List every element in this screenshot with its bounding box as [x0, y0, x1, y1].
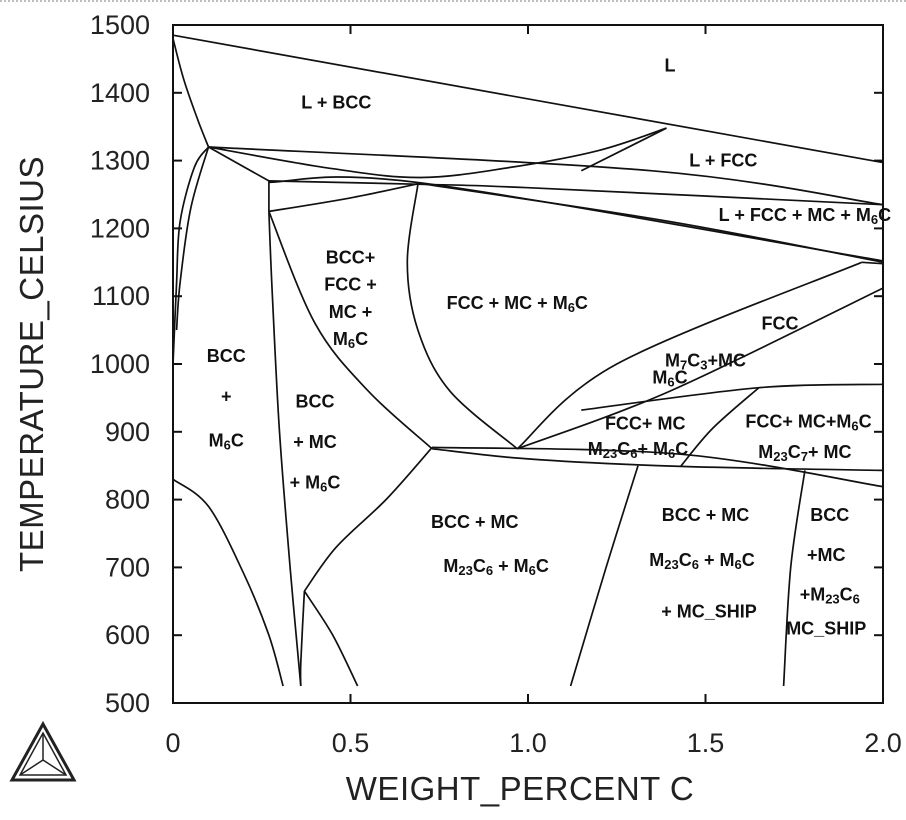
- phase-region-label: + M6C: [290, 473, 341, 495]
- y-tick-label: 1200: [90, 213, 150, 243]
- x-tick-label: 1.0: [509, 728, 547, 758]
- y-tick-label: 900: [105, 417, 150, 447]
- phase-boundary-line: [268, 211, 302, 687]
- phase-boundary-line: [303, 446, 433, 592]
- phase-boundary-line: [679, 387, 760, 467]
- phase-region-label: M6C: [209, 431, 244, 453]
- phase-boundary-line: [172, 146, 210, 365]
- y-tick-label: 1300: [90, 146, 150, 176]
- phase-boundary-line: [268, 182, 422, 213]
- phase-region-label: M23C7+ MC: [758, 442, 851, 464]
- phase-boundary-line: [303, 590, 359, 687]
- phase-region-label: M23C6 + M6C: [443, 556, 548, 578]
- phase-boundary-line: [172, 478, 284, 687]
- phase-region-label: BCC: [810, 505, 849, 525]
- phase-boundaries: [172, 34, 884, 687]
- phase-boundary-line: [432, 446, 884, 488]
- phase-boundary-line: [569, 465, 639, 687]
- y-tick-label: 1000: [90, 349, 150, 379]
- phase-boundary-line: [208, 127, 667, 179]
- phase-region-label: L: [665, 56, 676, 76]
- phase-boundary-line: [268, 180, 884, 206]
- y-tick-label: 500: [105, 688, 150, 718]
- phase-region-label: L + BCC: [301, 92, 371, 112]
- phase-boundary-line: [268, 211, 433, 450]
- phase-boundary-line: [208, 146, 270, 182]
- plot-frame: [172, 24, 884, 704]
- y-tick-label: 1500: [90, 10, 150, 40]
- phase-boundary-line: [421, 182, 884, 264]
- x-tick-label: 1.5: [687, 728, 725, 758]
- x-axis-title: WEIGHT_PERCENT C: [346, 770, 694, 807]
- phase-region-label: M23C6 + M6C: [649, 550, 754, 572]
- phase-region-label: BCC: [207, 346, 246, 366]
- phase-boundary-line: [172, 38, 210, 148]
- phase-region-label: BCC+: [326, 248, 376, 268]
- y-tick-label: 1100: [92, 281, 150, 311]
- thermo-calc-triangle-logo: [9, 720, 77, 782]
- phase-region-label: M23C6+ M6C: [588, 439, 688, 461]
- x-tick-label: 0: [165, 728, 180, 758]
- phase-boundary-line: [299, 591, 306, 687]
- phase-boundary-line: [516, 287, 884, 450]
- phase-boundary-line: [175, 146, 210, 331]
- y-axis-title: TEMPERATURE_CELSIUS: [13, 156, 50, 572]
- phase-boundary-line: [580, 127, 667, 172]
- phase-region-label: + MC_SHIP: [661, 602, 757, 622]
- phase-boundary-line: [432, 447, 884, 472]
- phase-region-label: BCC: [296, 391, 335, 411]
- phase-boundary-line: [516, 261, 863, 450]
- phase-region-label: FCC+ MC: [605, 414, 686, 434]
- phase-region-label: FCC +: [324, 275, 377, 295]
- y-tick-label: 700: [105, 552, 150, 582]
- phase-boundary-line: [782, 470, 806, 687]
- x-tick-label: 2.0: [864, 728, 902, 758]
- phase-region-label: BCC + MC: [431, 512, 519, 532]
- phase-boundary-line: [172, 34, 884, 164]
- phase-region-label: FCC+ MC+M6C: [745, 412, 871, 434]
- phase-region-label: MC +: [329, 302, 373, 322]
- phase-region-label: FCC + MC + M6C: [447, 293, 588, 315]
- phase-boundary-line: [208, 146, 884, 206]
- phase-region-label: + MC: [293, 432, 337, 452]
- phase-region-label: M7C3+MC: [665, 351, 746, 373]
- y-tick-label: 1400: [90, 78, 150, 108]
- phase-region-label: M6C: [333, 329, 368, 351]
- y-tick-label: 800: [105, 485, 150, 515]
- phase-region-label: +MC: [807, 545, 846, 565]
- x-tick-label: 0.5: [332, 728, 370, 758]
- phase-region-label: FCC: [762, 313, 799, 333]
- phase-region-label: M6C: [652, 368, 687, 390]
- phase-boundary-line: [406, 184, 518, 450]
- phase-region-label: +M23C6: [800, 585, 860, 607]
- phase-region-label: L + FCC: [689, 151, 757, 171]
- y-tick-label: 600: [105, 620, 150, 650]
- phase-region-label: BCC + MC: [662, 505, 750, 525]
- phase-region-label: L + FCC + MC + M6C: [719, 205, 891, 227]
- axis-ticks: 0 0.5 1.0 1.5 2.0 500 600 700 800 900 1000 1100 1200…: [90, 10, 902, 758]
- phase-boundary-line: [581, 383, 884, 411]
- phase-region-label: +: [221, 387, 232, 407]
- phase-region-label: MC_SHIP: [786, 618, 866, 638]
- phase-boundary-line: [861, 261, 884, 265]
